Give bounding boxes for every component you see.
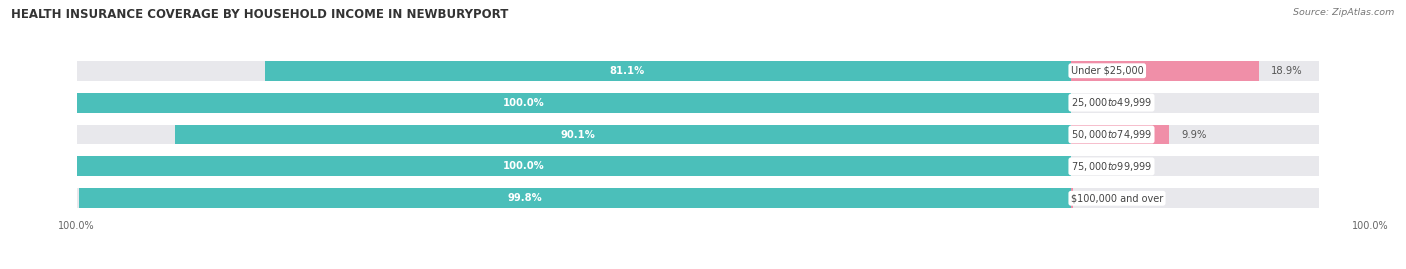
Bar xyxy=(79,188,1071,208)
Bar xyxy=(77,188,1071,208)
Text: 100.0%: 100.0% xyxy=(1353,221,1389,231)
Bar xyxy=(1071,125,1319,144)
Bar xyxy=(1071,61,1319,81)
Text: $100,000 and over: $100,000 and over xyxy=(1071,193,1163,203)
Text: 99.8%: 99.8% xyxy=(508,193,543,203)
Bar xyxy=(1071,125,1170,144)
Text: HEALTH INSURANCE COVERAGE BY HOUSEHOLD INCOME IN NEWBURYPORT: HEALTH INSURANCE COVERAGE BY HOUSEHOLD I… xyxy=(11,8,509,21)
Text: 100.0%: 100.0% xyxy=(58,221,96,231)
Text: 100.0%: 100.0% xyxy=(503,98,546,108)
Text: $75,000 to $99,999: $75,000 to $99,999 xyxy=(1071,160,1152,173)
Bar xyxy=(77,157,1071,176)
Bar xyxy=(77,157,1071,176)
Bar xyxy=(1071,157,1319,176)
Bar xyxy=(1071,188,1073,208)
Text: 90.1%: 90.1% xyxy=(561,129,596,140)
Bar xyxy=(77,93,1071,112)
Text: 0.23%: 0.23% xyxy=(1088,193,1119,203)
Text: Source: ZipAtlas.com: Source: ZipAtlas.com xyxy=(1294,8,1395,17)
Text: 9.9%: 9.9% xyxy=(1181,129,1206,140)
Text: 18.9%: 18.9% xyxy=(1271,66,1302,76)
Text: 0.0%: 0.0% xyxy=(1088,161,1114,171)
Bar xyxy=(77,125,1071,144)
Bar xyxy=(176,125,1071,144)
Bar xyxy=(1071,61,1258,81)
Bar xyxy=(1071,93,1319,112)
Bar xyxy=(77,93,1071,112)
Text: 0.0%: 0.0% xyxy=(1088,98,1114,108)
Text: $25,000 to $49,999: $25,000 to $49,999 xyxy=(1071,96,1152,109)
Text: 81.1%: 81.1% xyxy=(610,66,645,76)
Bar xyxy=(77,61,1071,81)
Text: $50,000 to $74,999: $50,000 to $74,999 xyxy=(1071,128,1152,141)
Text: Under $25,000: Under $25,000 xyxy=(1071,66,1143,76)
Bar xyxy=(1071,188,1319,208)
Text: 100.0%: 100.0% xyxy=(503,161,546,171)
Bar xyxy=(264,61,1071,81)
